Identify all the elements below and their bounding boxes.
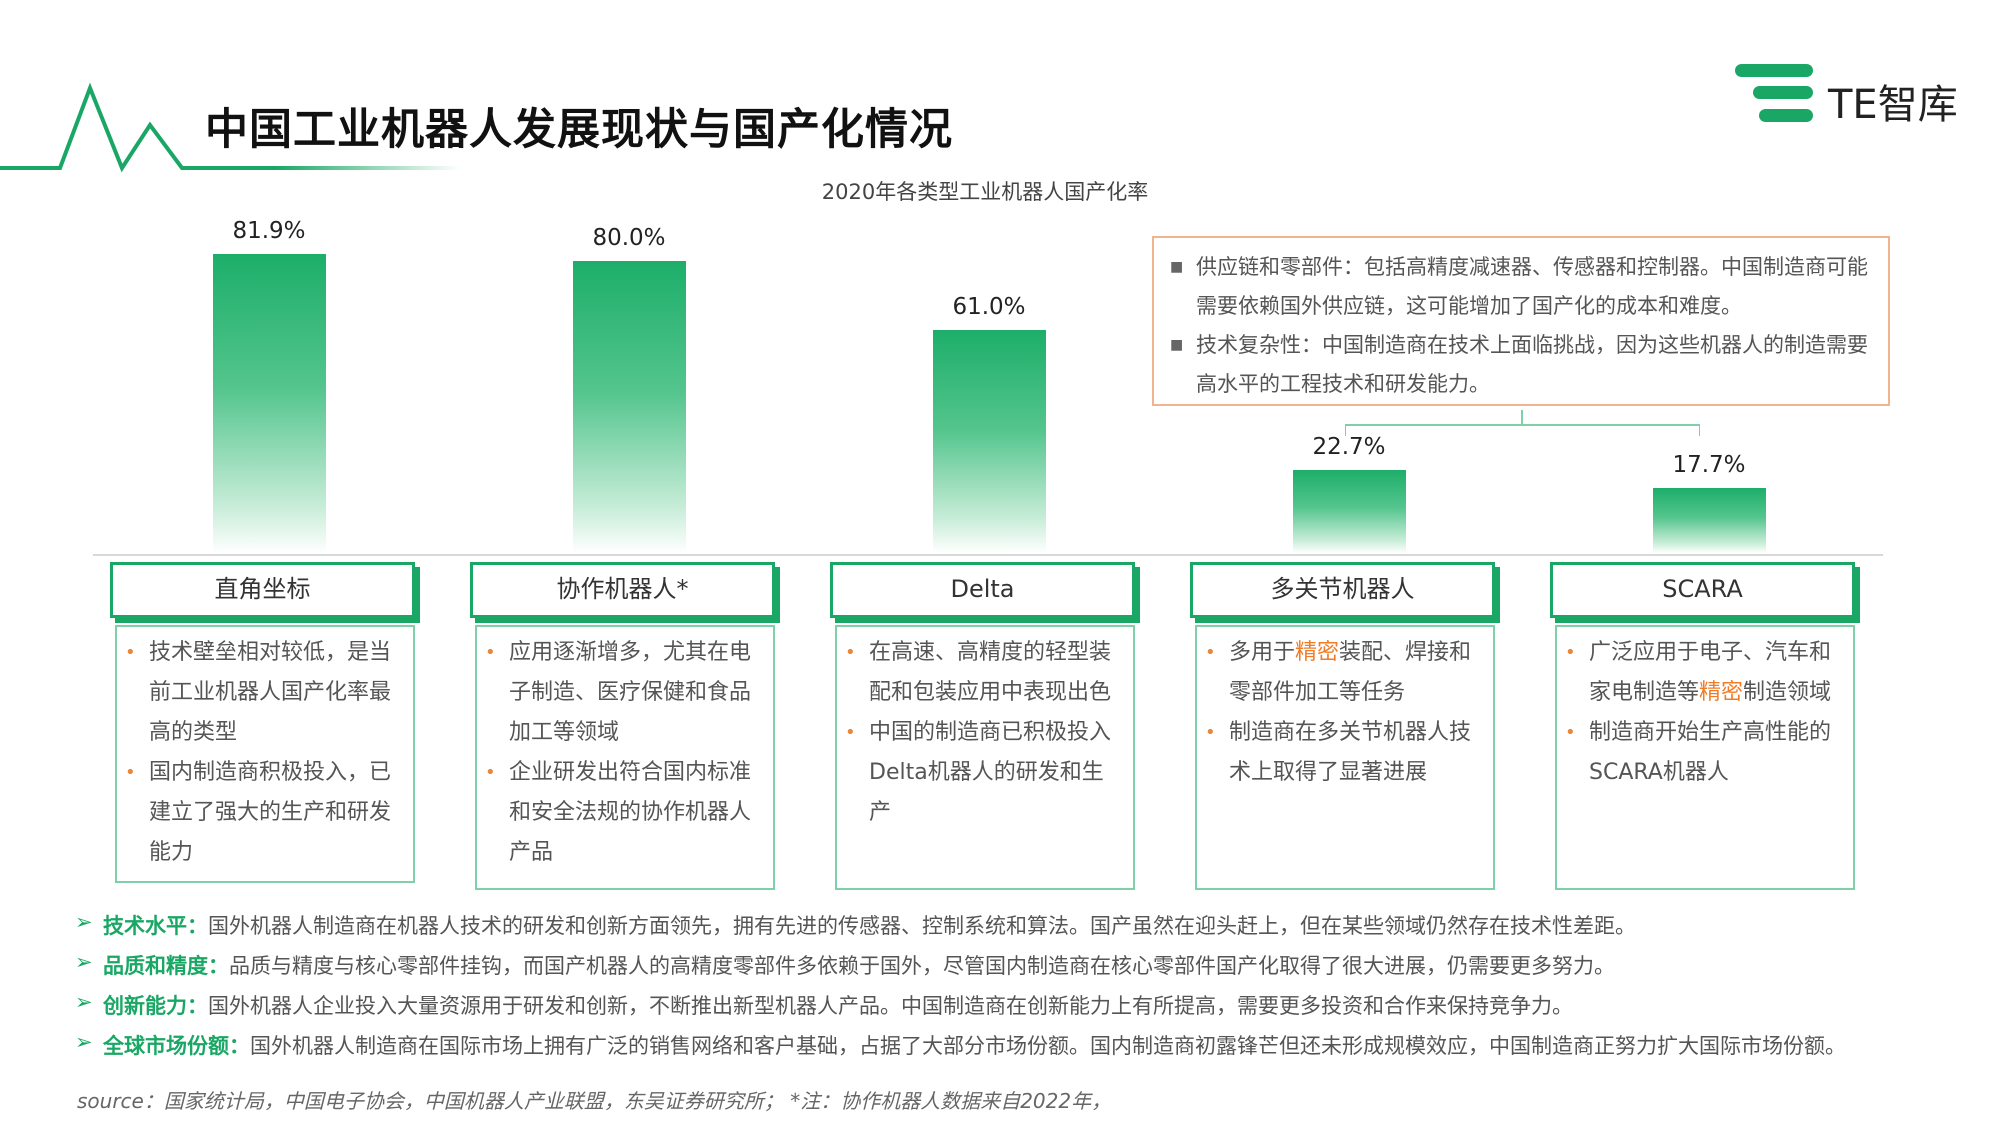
- dot-bullet-icon: •: [1565, 722, 1576, 743]
- description-box: • 多用于精密装配、焊接和零部件加工等任务 • 制造商在多关节机器人技术上取得了显著…: [1195, 625, 1495, 890]
- list-item: • 广泛应用于电子、汽车和家电制造等精密制造领域: [1565, 633, 1841, 713]
- chevron-right-icon: ➢: [75, 910, 93, 934]
- category-header: SCARA: [1550, 562, 1855, 618]
- chart-bar: [213, 254, 326, 553]
- category-header: Delta: [830, 562, 1135, 618]
- dot-bullet-icon: •: [125, 642, 136, 663]
- header-pulse-line: [0, 82, 460, 173]
- dot-bullet-icon: •: [485, 762, 496, 783]
- description-box: • 技术壁垒相对较低，是当前工业机器人国产化率最高的类型 • 国内制造商积极投入，已…: [115, 625, 415, 883]
- description-text: 广泛应用于电子、汽车和家电制造等精密制造领域: [1589, 640, 1832, 705]
- highlight-term: 精密: [1699, 680, 1744, 705]
- list-item: • 在高速、高精度的轻型装配和包装应用中表现出色: [845, 633, 1121, 713]
- key-point: ➢ 品质和精度： 品质与精度与核心零部件挂钩，而国产机器人的高精度零部件多依赖于…: [75, 950, 1615, 978]
- list-item: • 中国的制造商已积极投入Delta机器人的研发和生产: [845, 713, 1121, 833]
- page-title: 中国工业机器人发展现状与国产化情况: [205, 105, 953, 155]
- bar-value-label: 61.0%: [952, 294, 1026, 321]
- dot-bullet-icon: •: [1205, 722, 1216, 743]
- list-item: • 技术壁垒相对较低，是当前工业机器人国产化率最高的类型: [125, 633, 401, 753]
- chart-bar: [573, 261, 686, 553]
- chart-title: 2020年各类型工业机器人国产化率: [821, 180, 1149, 204]
- list-item: • 应用逐渐增多，尤其在电子制造、医疗保健和食品加工等领域: [485, 633, 761, 753]
- info-item: ■ 技术复杂性：中国制造商在技术上面临挑战，因为这些机器人的制造需要高水平的工程…: [1170, 326, 1874, 404]
- key-point: ➢ 技术水平： 国外机器人制造商在机器人技术的研发和创新方面领先，拥有先进的传感…: [75, 910, 1636, 938]
- description-text: 多用于精密装配、焊接和零部件加工等任务: [1229, 640, 1472, 705]
- list-item: • 制造商开始生产高性能的SCARA机器人: [1565, 713, 1841, 793]
- key-point: ➢ 全球市场份额： 国外机器人制造商在国际市场上拥有广泛的销售网络和客户基础，占…: [75, 1030, 1846, 1058]
- key-point: ➢ 创新能力： 国外机器人企业投入大量资源用于研发和创新，不断推出新型机器人产品…: [75, 990, 1573, 1018]
- list-item: • 国内制造商积极投入，已建立了强大的生产和研发能力: [125, 753, 401, 873]
- chart-bar: [1653, 488, 1766, 553]
- dot-bullet-icon: •: [845, 722, 856, 743]
- category-header: 协作机器人*: [470, 562, 775, 618]
- chevron-right-icon: ➢: [75, 950, 93, 974]
- square-bullet-icon: ■: [1170, 259, 1184, 275]
- bar-chart: 81.9% 80.0% 61.0% 22.7% 17.7%: [0, 0, 2000, 560]
- list-item: • 制造商在多关节机器人技术上取得了显著进展: [1205, 713, 1481, 793]
- info-bracket: [1345, 410, 1700, 436]
- dot-bullet-icon: •: [125, 762, 136, 783]
- bar-value-label: 81.9%: [232, 218, 306, 245]
- chart-bar: [933, 330, 1046, 553]
- bar-value-label: 17.7%: [1672, 452, 1746, 479]
- dot-bullet-icon: •: [1565, 642, 1576, 663]
- category-header: 多关节机器人: [1190, 562, 1495, 618]
- description-box: • 广泛应用于电子、汽车和家电制造等精密制造领域 • 制造商开始生产高性能的SCAR…: [1555, 625, 1855, 890]
- square-bullet-icon: ■: [1170, 337, 1184, 353]
- highlight-term: 精密: [1295, 640, 1340, 665]
- bar-value-label: 80.0%: [592, 225, 666, 251]
- chart-baseline: [93, 554, 1883, 556]
- challenge-info-box: ■ 供应链和零部件：包括高精度减速器、传感器和控制器。中国制造商可能需要依赖国外…: [1152, 236, 1890, 406]
- bar-value-label: 22.7%: [1312, 434, 1386, 461]
- category-header: 直角坐标: [110, 562, 415, 618]
- chevron-right-icon: ➢: [75, 990, 93, 1014]
- dot-bullet-icon: •: [1205, 642, 1216, 663]
- source-note: source：国家统计局，中国电子协会，中国机器人产业联盟，东吴证券研究所； *…: [77, 1089, 1112, 1113]
- description-box: • 在高速、高精度的轻型装配和包装应用中表现出色 • 中国的制造商已积极投入Delt…: [835, 625, 1135, 890]
- description-box: • 应用逐渐增多，尤其在电子制造、医疗保健和食品加工等领域 • 企业研发出符合国内标…: [475, 625, 775, 890]
- dot-bullet-icon: •: [845, 642, 856, 663]
- logo-text: TE智库: [1828, 82, 1958, 128]
- list-item: • 企业研发出符合国内标准和安全法规的协作机器人产品: [485, 753, 761, 873]
- chart-bar: [1293, 470, 1406, 553]
- chevron-right-icon: ➢: [75, 1030, 93, 1054]
- list-item: • 多用于精密装配、焊接和零部件加工等任务: [1205, 633, 1481, 713]
- te-logo-icon: [1735, 64, 1813, 122]
- dot-bullet-icon: •: [485, 642, 496, 663]
- info-item: ■ 供应链和零部件：包括高精度减速器、传感器和控制器。中国制造商可能需要依赖国外…: [1170, 248, 1874, 326]
